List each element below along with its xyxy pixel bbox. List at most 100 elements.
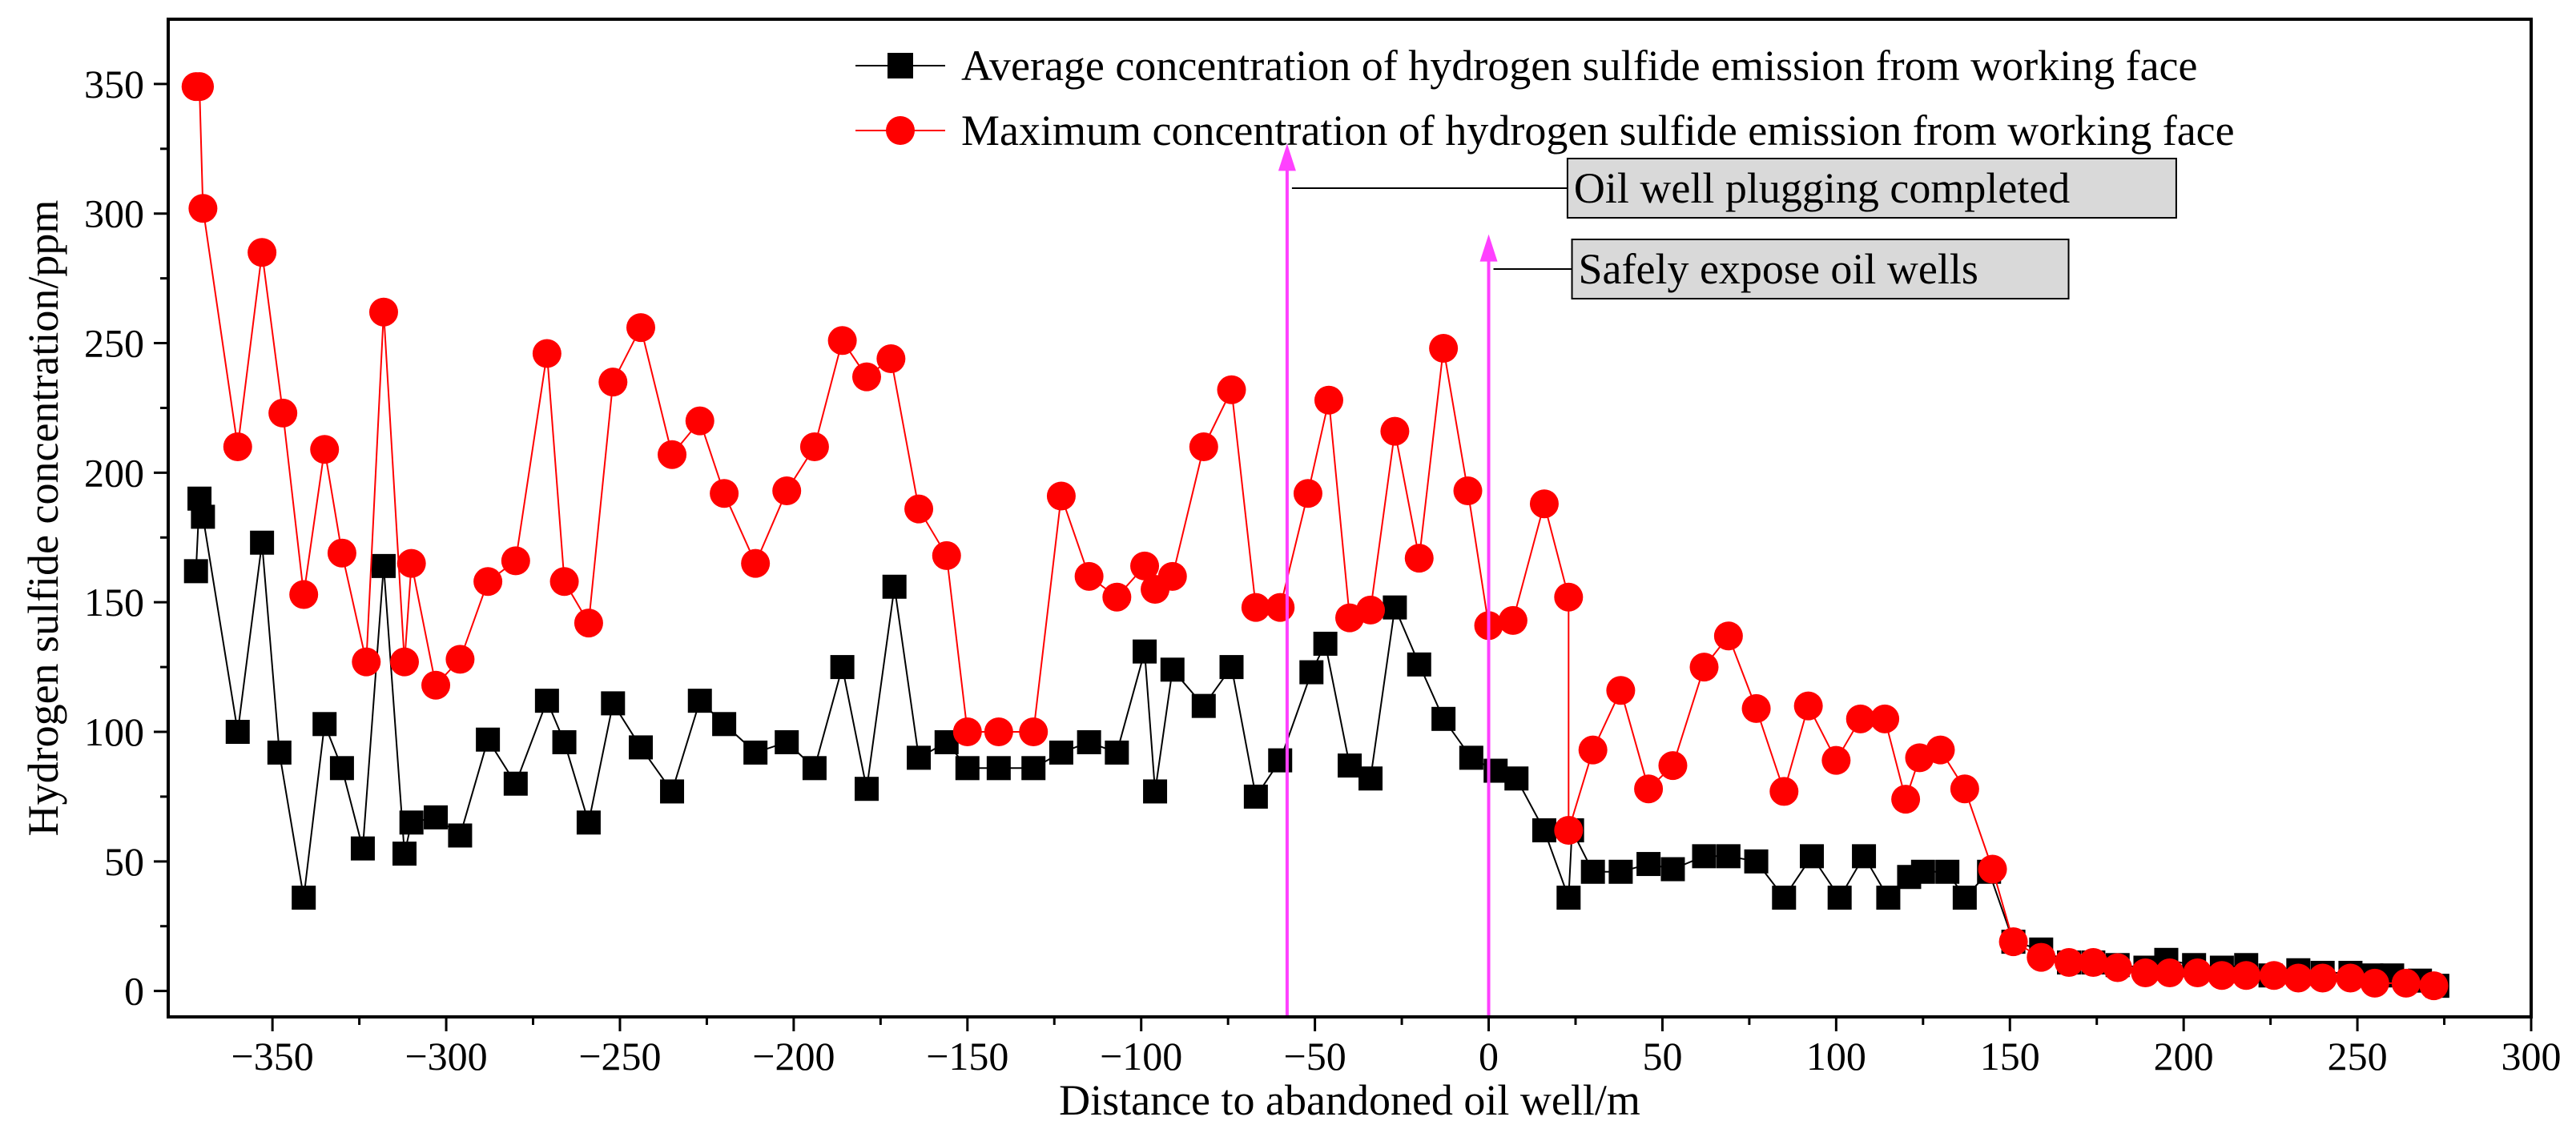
y-tick-label: 250 (84, 321, 144, 366)
data-point (310, 435, 340, 464)
data-point (1634, 774, 1664, 804)
data-point (1049, 740, 1073, 765)
data-point (549, 567, 579, 597)
x-tick-label: −200 (752, 1034, 835, 1079)
data-point (1358, 766, 1383, 791)
x-tick-label: −150 (926, 1034, 1008, 1079)
data-point (955, 756, 980, 781)
data-point (1191, 693, 1216, 718)
data-point (250, 530, 275, 555)
series-layer (181, 72, 2449, 1001)
data-point (1660, 857, 1685, 882)
data-point (421, 670, 451, 700)
data-point (1529, 489, 1559, 519)
data-point (1407, 652, 1431, 677)
legend-label-average: Average concentration of hydrogen sulfid… (961, 42, 2197, 90)
data-point (1554, 815, 1584, 845)
data-point (851, 362, 881, 392)
data-point (799, 432, 829, 461)
data-point (1870, 704, 1900, 733)
data-point (1356, 595, 1386, 625)
data-point (183, 559, 208, 584)
data-point (225, 720, 250, 744)
data-point (854, 777, 879, 802)
annotation-label: Safely expose oil wells (1579, 245, 1978, 293)
annotation-box (1566, 158, 2177, 219)
data-point (473, 567, 503, 597)
data-point (1314, 385, 1343, 415)
data-point (1074, 561, 1104, 591)
data-point (775, 729, 799, 754)
data-point (292, 886, 316, 910)
data-point (1130, 551, 1160, 581)
data-point (1105, 740, 1129, 765)
data-point (1716, 844, 1741, 869)
data-point (660, 779, 685, 804)
ticks-layer: −350 −300 −250 −200 −150 −100 −50 0 50 100 150 200 2… (84, 62, 2562, 1079)
data-point (1504, 766, 1529, 791)
x-tick-label: −300 (405, 1034, 487, 1079)
data-point (1143, 779, 1168, 804)
data-point (1713, 621, 1743, 651)
data-point (1431, 706, 1456, 731)
data-point (1952, 886, 1977, 910)
data-point (445, 645, 475, 674)
arrow-head-icon (1278, 143, 1296, 171)
data-point (1769, 777, 1799, 806)
legend-marker-maximum (886, 116, 915, 145)
data-point (552, 729, 577, 754)
data-point (223, 432, 252, 461)
data-point (876, 344, 906, 373)
data-point (2155, 958, 2184, 987)
data-point (984, 717, 1013, 746)
data-point (1910, 859, 1935, 884)
data-point (1772, 886, 1797, 910)
annotation-box (1571, 239, 2070, 299)
data-point (1606, 676, 1636, 705)
data-point (267, 740, 292, 765)
data-point (772, 476, 802, 506)
data-point (448, 823, 473, 848)
data-point (1383, 595, 1407, 620)
data-point (932, 540, 961, 570)
data-point (476, 727, 501, 752)
data-point (2079, 948, 2108, 978)
data-point (1498, 605, 1527, 635)
data-point (1021, 756, 1046, 781)
legend-marker-average (888, 53, 913, 78)
data-point (1459, 745, 1483, 770)
data-point (2259, 961, 2288, 990)
data-point (802, 756, 827, 781)
data-point (1554, 582, 1584, 612)
data-point (629, 735, 653, 760)
data-point (390, 647, 419, 677)
data-point (329, 756, 354, 781)
data-point (1891, 785, 1921, 814)
data-point (312, 712, 337, 737)
data-point (2232, 961, 2261, 990)
plot-frame (167, 18, 2533, 1018)
data-point (1741, 693, 1771, 723)
data-point (268, 398, 298, 428)
data-point (598, 368, 628, 397)
data-point (952, 717, 982, 746)
x-tick-label: −250 (578, 1034, 661, 1079)
data-point (1077, 729, 1101, 754)
data-point (1219, 655, 1244, 680)
data-point (1608, 859, 1633, 884)
data-point (1429, 334, 1459, 364)
x-tick-label: 150 (1980, 1034, 2040, 1079)
y-tick-label: 150 (84, 580, 144, 625)
data-point (1876, 886, 1901, 910)
data-point (503, 771, 528, 796)
data-point (712, 712, 737, 737)
data-point (576, 810, 601, 835)
data-point (392, 842, 417, 866)
y-tick-label: 100 (84, 709, 144, 754)
data-point (1266, 593, 1295, 622)
data-point (1313, 631, 1338, 656)
data-point (1380, 416, 1410, 446)
x-tick-label: 200 (2154, 1034, 2214, 1079)
data-point (371, 553, 396, 578)
y-tick-label: 50 (104, 839, 144, 884)
